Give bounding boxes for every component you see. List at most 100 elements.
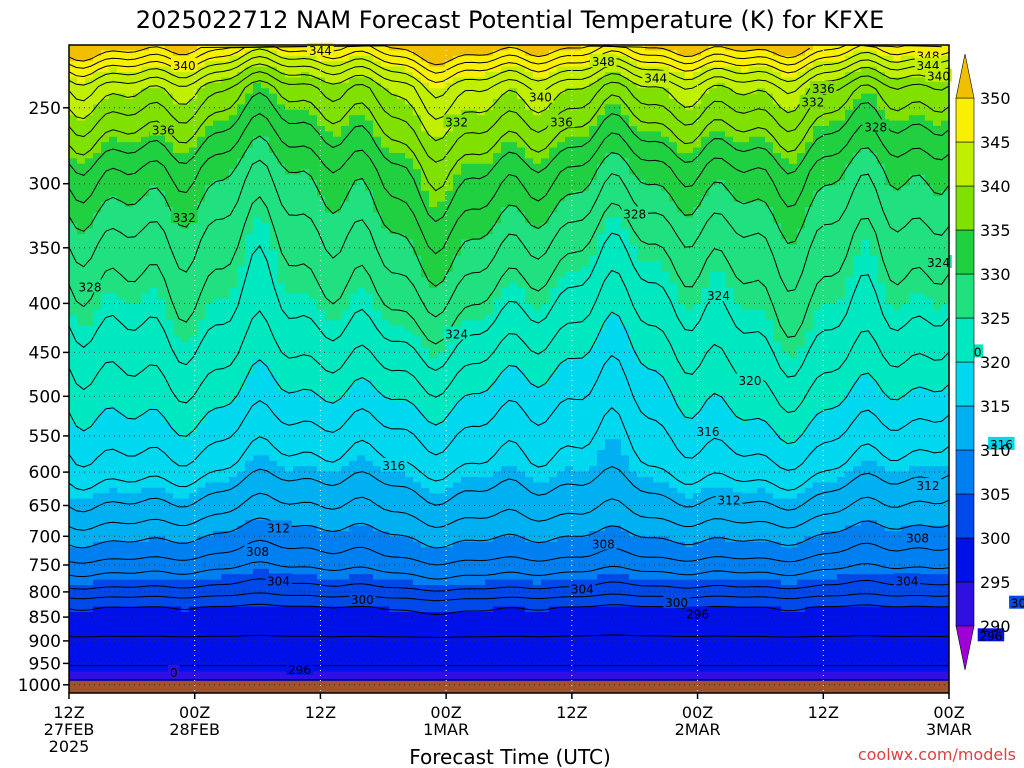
field-cell — [69, 88, 78, 95]
field-cell — [213, 207, 222, 213]
field-cell — [309, 147, 318, 154]
field-cell — [421, 115, 430, 122]
field-cell — [701, 217, 710, 224]
field-cell — [933, 266, 942, 273]
field-cell — [581, 277, 590, 284]
field-cell — [245, 271, 254, 278]
field-cell — [613, 250, 622, 257]
field-cell — [581, 99, 590, 105]
field-cell — [437, 115, 446, 122]
field-cell — [285, 142, 294, 149]
field-cell — [557, 174, 566, 181]
field-cell — [509, 185, 518, 192]
field-cell — [277, 82, 286, 89]
field-cell — [229, 55, 238, 62]
field-cell — [197, 158, 206, 165]
field-cell — [837, 174, 846, 181]
field-cell — [605, 169, 614, 176]
field-cell — [381, 288, 390, 294]
field-cell — [101, 50, 110, 57]
field-cell — [269, 207, 278, 213]
field-cell — [573, 77, 582, 84]
field-cell — [621, 115, 630, 122]
field-cell — [885, 255, 894, 262]
field-cell — [333, 239, 342, 246]
field-cell — [525, 271, 534, 278]
field-cell — [685, 228, 694, 235]
field-cell — [853, 277, 862, 284]
field-cell — [805, 136, 814, 143]
field-cell — [541, 196, 550, 203]
field-cell — [253, 261, 262, 267]
field-cell — [493, 153, 502, 159]
field-cell — [853, 136, 862, 143]
field-cell — [925, 250, 934, 257]
field-cell — [813, 163, 822, 170]
field-cell — [157, 104, 166, 111]
field-cell — [805, 50, 814, 57]
field-cell — [861, 99, 870, 105]
field-cell — [317, 271, 326, 278]
field-cell — [749, 234, 758, 240]
field-cell — [909, 212, 918, 219]
field-cell — [645, 120, 654, 127]
field-cell — [197, 201, 206, 208]
field-cell — [325, 174, 334, 181]
field-cell — [245, 196, 254, 203]
field-cell — [869, 115, 878, 122]
field-cell — [909, 126, 918, 132]
field-cell — [821, 250, 830, 257]
field-cell — [829, 277, 838, 284]
field-cell — [517, 228, 526, 235]
field-cell — [101, 234, 110, 240]
field-cell — [181, 169, 190, 176]
field-cell — [477, 255, 486, 262]
field-cell — [781, 45, 790, 51]
field-cell — [293, 174, 302, 181]
field-cell — [349, 55, 358, 62]
field-cell — [197, 228, 206, 235]
field-cell — [861, 169, 870, 176]
field-cell — [189, 234, 198, 240]
field-cell — [133, 88, 142, 95]
field-cell — [477, 45, 486, 51]
field-cell — [69, 239, 78, 246]
field-cell — [645, 196, 654, 203]
field-cell — [309, 136, 318, 143]
field-cell — [477, 104, 486, 111]
field-cell — [253, 72, 262, 78]
field-cell — [813, 255, 822, 262]
field-cell — [893, 201, 902, 208]
field-cell — [821, 126, 830, 132]
field-cell — [941, 185, 949, 192]
field-cell — [917, 282, 926, 289]
field-cell — [517, 217, 526, 224]
field-cell — [269, 131, 278, 138]
field-cell — [365, 288, 374, 294]
field-cell — [189, 174, 198, 181]
field-cell — [477, 244, 486, 251]
field-cell — [893, 136, 902, 143]
field-cell — [861, 255, 870, 262]
field-cell — [789, 93, 798, 100]
field-cell — [285, 115, 294, 122]
field-cell — [709, 255, 718, 262]
field-cell — [493, 207, 502, 213]
field-cell — [941, 169, 949, 176]
field-cell — [669, 115, 678, 122]
field-cell — [397, 142, 406, 149]
field-cell — [829, 228, 838, 235]
field-cell — [501, 234, 510, 240]
field-cell — [277, 77, 286, 84]
field-cell — [229, 282, 238, 289]
field-cell — [301, 282, 310, 289]
field-cell — [749, 261, 758, 267]
field-cell — [405, 66, 414, 73]
field-cell — [189, 288, 198, 294]
field-cell — [541, 131, 550, 138]
field-cell — [501, 271, 510, 278]
field-cell — [501, 223, 510, 230]
field-cell — [189, 158, 198, 165]
field-cell — [725, 147, 734, 154]
